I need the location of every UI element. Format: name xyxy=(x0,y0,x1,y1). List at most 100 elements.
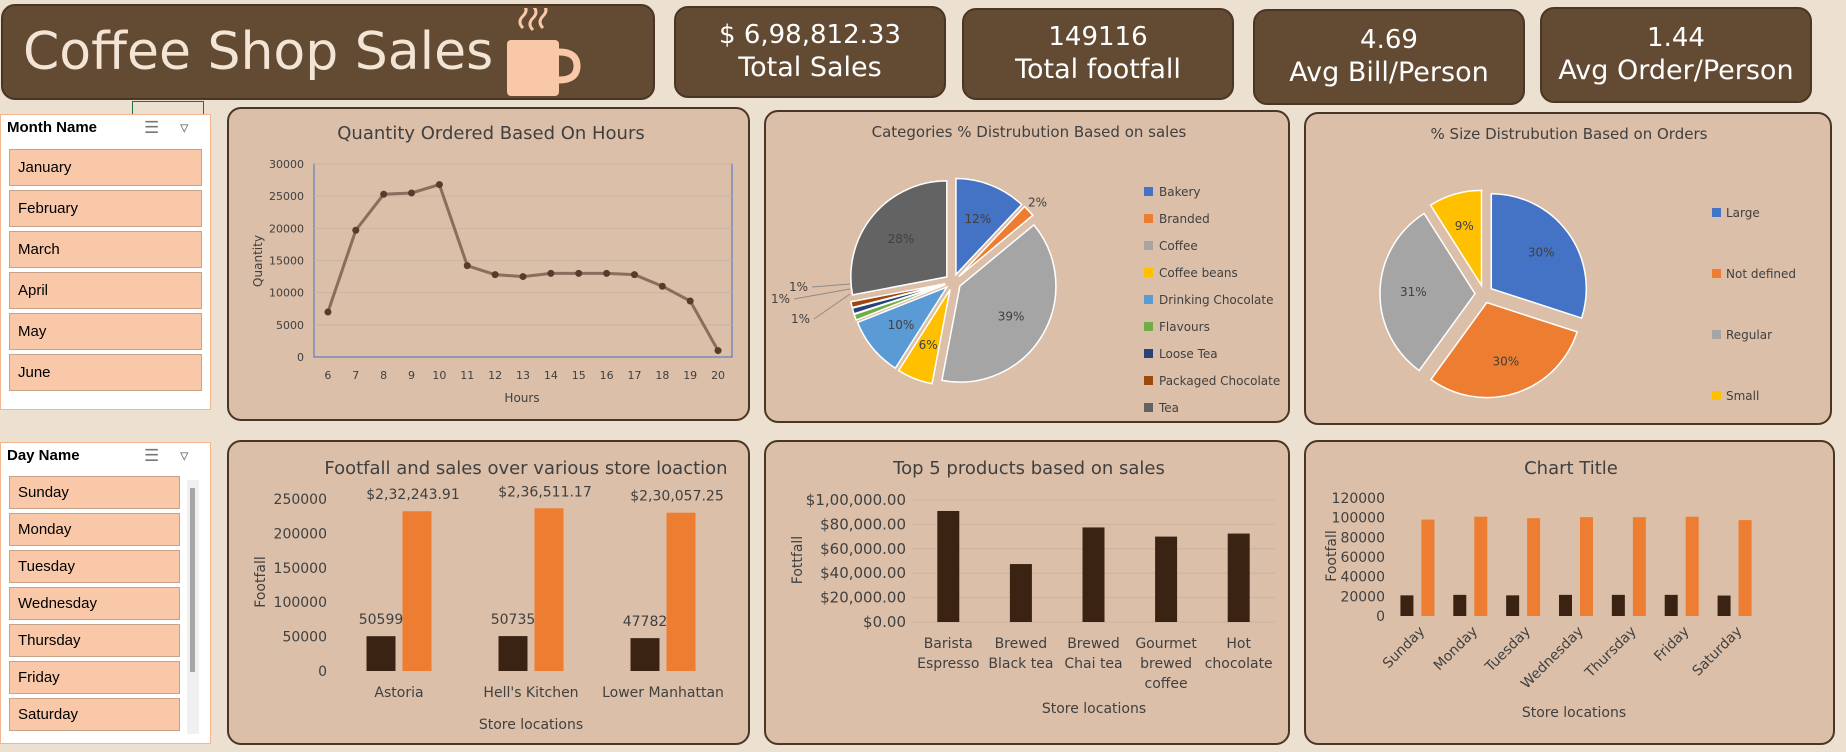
pie-slice-packaged-chocolate xyxy=(850,283,946,309)
y-axis-label: Quantity xyxy=(251,235,265,287)
x-tick-label: 14 xyxy=(544,369,558,382)
pie-slice-large xyxy=(1490,192,1588,320)
y-tick-label: 25000 xyxy=(269,190,304,203)
legend-label: Regular xyxy=(1726,328,1772,342)
slicer-item-day-friday[interactable]: Friday xyxy=(9,661,180,694)
series-line xyxy=(326,182,720,352)
y-tick-label: 15000 xyxy=(269,255,304,268)
bar xyxy=(1506,595,1520,616)
slicer-item-day-monday[interactable]: Monday xyxy=(9,513,180,546)
kpi-label: Avg Bill/Person xyxy=(1289,56,1489,88)
legend-swatch xyxy=(1144,403,1153,412)
slicer-item-month-june[interactable]: June xyxy=(9,354,202,391)
x-tick-label: Hell's Kitchen xyxy=(483,685,578,701)
hourly-quantity-panel: Quantity Ordered Based On Hours 0 5000 1000… xyxy=(227,107,750,421)
legend-label: Tea xyxy=(1158,401,1179,415)
multi-select-icon[interactable]: ☰ xyxy=(144,446,160,465)
dashboard-title-box: Coffee Shop Sales xyxy=(1,4,655,100)
bar xyxy=(1664,594,1678,616)
slicer-item-day-thursday[interactable]: Thursday xyxy=(9,624,180,657)
x-tick-label: coffee xyxy=(1145,676,1188,692)
kpi-value: 149116 xyxy=(1048,21,1148,52)
y-tick-label: $20,000.00 xyxy=(820,589,906,607)
bar xyxy=(1685,516,1699,616)
legend-label: Drinking Chocolate xyxy=(1159,293,1273,307)
slice-label: 28% xyxy=(888,232,915,246)
data-point xyxy=(324,308,332,316)
slice-label: 6% xyxy=(919,338,938,352)
x-tick-label: Tuesday xyxy=(1482,624,1534,676)
x-axis-label: Store locations xyxy=(1522,705,1626,721)
kpi-value: $ 6,98,812.33 xyxy=(719,19,901,50)
data-point xyxy=(463,262,471,270)
size-pie-chart: % Size Distrubution Based on Orders 30% 30… xyxy=(1379,125,1796,403)
y-tick-label: 5000 xyxy=(276,319,304,332)
dashboard-title: Coffee Shop Sales xyxy=(23,22,494,82)
legend-label: Coffee beans xyxy=(1159,266,1238,280)
slicer-item-month-may[interactable]: May xyxy=(9,313,202,350)
x-tick-label: 10 xyxy=(432,369,446,382)
x-axis-label: Store locations xyxy=(479,717,583,733)
slicer-item-month-february[interactable]: February xyxy=(9,190,202,227)
x-tick-label: brewed xyxy=(1140,656,1192,672)
legend-swatch xyxy=(1144,349,1153,358)
leader-line xyxy=(813,293,851,320)
slicer-item-month-january[interactable]: January xyxy=(9,149,202,186)
pie-slice-tea xyxy=(850,180,948,296)
bar xyxy=(630,638,660,671)
slice-label: 10% xyxy=(888,318,915,332)
x-tick-label: Friday xyxy=(1651,624,1692,665)
x-tick-label: Thursday xyxy=(1582,624,1640,682)
slicer-item-day-sunday[interactable]: Sunday xyxy=(9,476,180,509)
slicer-item-month-march[interactable]: March xyxy=(9,231,202,268)
y-tick-label: 250000 xyxy=(274,492,327,508)
data-point xyxy=(435,181,443,189)
leader-line xyxy=(793,288,851,300)
pie-slice-coffee xyxy=(941,223,1057,383)
x-tick-label: 18 xyxy=(655,369,669,382)
legend-swatch xyxy=(1712,269,1721,278)
pie-slice-bakery xyxy=(955,177,1023,277)
x-tick-label: Lower Manhattan xyxy=(602,685,724,701)
bar xyxy=(1717,595,1731,616)
bar xyxy=(1227,533,1250,622)
y-tick-label: 20000 xyxy=(1340,589,1385,605)
data-point xyxy=(380,190,388,198)
kpi-value: 4.69 xyxy=(1360,24,1418,55)
bar xyxy=(1527,518,1541,616)
x-tick-label: 12 xyxy=(488,369,502,382)
slicer-scrollbar-thumb[interactable] xyxy=(190,488,195,672)
data-point xyxy=(491,271,499,279)
data-point xyxy=(408,189,416,197)
chart-title: Top 5 products based on sales xyxy=(892,458,1165,479)
top-products-panel: Top 5 products based on sales $0.00 $20,00… xyxy=(764,440,1290,745)
chart-title: % Size Distrubution Based on Orders xyxy=(1431,125,1708,143)
bar xyxy=(402,511,432,671)
clear-filter-icon[interactable]: ▿ xyxy=(180,446,189,465)
y-axis-label: Footfall xyxy=(253,556,269,607)
slicer-item-month-april[interactable]: April xyxy=(9,272,202,309)
slicer-scrollbar[interactable] xyxy=(187,480,199,734)
x-tick-label: Brewed xyxy=(995,636,1048,652)
slicer-item-day-wednesday[interactable]: Wednesday xyxy=(9,587,180,620)
slicer-item-day-saturday[interactable]: Saturday xyxy=(9,698,180,731)
x-tick-label: Black tea xyxy=(988,656,1053,672)
x-tick-label: 20 xyxy=(711,369,725,382)
bar xyxy=(1611,594,1625,616)
clear-filter-icon[interactable]: ▿ xyxy=(180,118,189,137)
legend-label: Packaged Chocolate xyxy=(1159,374,1280,388)
multi-select-icon[interactable]: ☰ xyxy=(144,118,160,137)
bar xyxy=(666,512,696,671)
bar xyxy=(937,510,960,622)
chart-title: Footfall and sales over various store lo… xyxy=(324,458,727,479)
data-point xyxy=(519,273,527,281)
x-tick-label: Monday xyxy=(1431,624,1481,674)
x-tick-label: Espresso xyxy=(917,656,979,672)
bar xyxy=(1738,520,1752,616)
x-tick-label: 11 xyxy=(460,369,474,382)
slicer-item-day-tuesday[interactable]: Tuesday xyxy=(9,550,180,583)
x-tick-label: chocolate xyxy=(1205,656,1273,672)
y-tick-label: 10000 xyxy=(269,287,304,300)
data-label: 50735 xyxy=(491,612,536,628)
kpi-avg-order: 1.44 Avg Order/Person xyxy=(1540,7,1812,103)
